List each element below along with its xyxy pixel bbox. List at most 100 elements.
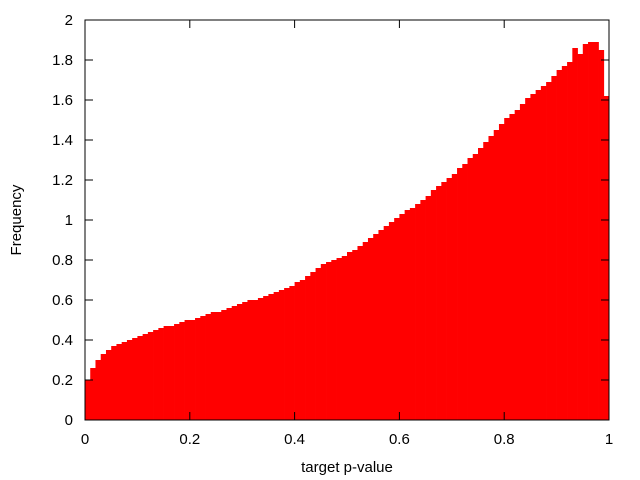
histogram-bar — [326, 262, 332, 420]
x-tick-label: 0.6 — [389, 431, 410, 448]
histogram-bar — [242, 302, 248, 420]
x-tick-label: 0 — [81, 431, 89, 448]
y-tick-label: 0.8 — [52, 252, 73, 269]
histogram-bar — [367, 238, 374, 420]
histogram-bar — [216, 312, 222, 420]
histogram-bar — [116, 344, 123, 420]
histogram-bar — [425, 196, 432, 420]
histogram-bar — [540, 86, 547, 420]
histogram-bar — [556, 70, 563, 420]
histogram-bar — [572, 48, 578, 420]
histogram-bar — [394, 218, 400, 420]
histogram-bar — [168, 326, 175, 420]
histogram-bar — [603, 96, 610, 420]
histogram-bar — [90, 368, 96, 420]
histogram-bar — [498, 124, 505, 420]
histogram-bar — [247, 300, 254, 420]
histogram-bar — [231, 306, 238, 420]
histogram-bar — [362, 242, 369, 420]
histogram-bar — [95, 360, 102, 420]
histogram-bar — [525, 98, 531, 420]
histogram-bar — [561, 66, 568, 420]
histogram-bar — [153, 330, 159, 420]
histogram-bar — [126, 340, 133, 420]
histogram-bar — [310, 272, 316, 420]
histogram-bar — [320, 264, 327, 420]
histogram-bar — [399, 214, 405, 420]
y-tick-label: 0 — [65, 412, 73, 429]
histogram-bar — [158, 328, 164, 420]
y-axis-title: Frequency — [8, 184, 25, 255]
histogram-bar — [299, 280, 306, 420]
histogram-bar — [200, 316, 206, 420]
histogram-bar — [546, 82, 552, 420]
x-axis-title: target p-value — [301, 459, 393, 476]
histogram-bar — [268, 294, 274, 420]
y-tick-label: 1 — [65, 212, 73, 229]
histogram-bar — [388, 222, 395, 420]
x-tick-label: 0.2 — [179, 431, 200, 448]
histogram-bar — [100, 354, 107, 420]
x-tick-label: 0.8 — [494, 431, 515, 448]
histogram-bar — [189, 320, 196, 420]
histogram-bar — [174, 324, 180, 420]
histogram-bar — [462, 164, 468, 420]
histogram-bar — [105, 350, 112, 420]
histogram-bar — [305, 276, 311, 420]
histogram-bar — [147, 332, 154, 420]
y-tick-label: 1.6 — [52, 92, 73, 109]
histogram-bar — [163, 326, 170, 420]
histogram-bar — [488, 136, 495, 420]
histogram-bar — [347, 252, 353, 420]
histogram-bar — [504, 118, 510, 420]
histogram-bar — [472, 154, 479, 420]
histogram-bar — [598, 50, 605, 420]
histogram-bar — [415, 204, 421, 420]
y-tick-label: 2 — [65, 12, 73, 29]
histogram-bar — [221, 310, 227, 420]
histogram-bar — [514, 110, 521, 420]
histogram-bar — [205, 314, 212, 420]
histogram-bar — [137, 336, 143, 420]
histogram-bar — [577, 54, 584, 420]
histogram-bar — [289, 286, 295, 420]
histogram-bar — [519, 104, 526, 420]
histogram-bar — [551, 76, 557, 420]
histogram-bar — [483, 142, 489, 420]
histogram-bar — [467, 158, 474, 420]
histogram-bar — [331, 260, 337, 420]
histogram-bar — [336, 258, 343, 420]
histogram-bar — [593, 42, 599, 420]
histogram-bar — [252, 300, 259, 420]
x-tick-labels: 0 0.2 0.4 0.6 0.8 1 — [81, 431, 613, 448]
histogram-bar — [436, 186, 442, 420]
histogram-bar — [85, 380, 91, 420]
histogram-bar — [184, 320, 191, 420]
histogram-bar — [341, 256, 348, 420]
y-tick-label: 1.8 — [52, 52, 73, 69]
histogram-bar — [457, 168, 463, 420]
histogram-bar — [257, 298, 264, 420]
histogram-bar — [226, 308, 233, 420]
histogram-bar — [567, 62, 573, 420]
axis-ticks — [84, 19, 610, 421]
y-tick-label: 0.4 — [52, 332, 73, 349]
histogram-bar — [509, 114, 516, 420]
histogram-bar — [493, 130, 500, 420]
histogram-bar — [582, 44, 589, 420]
histogram-bar — [404, 210, 411, 420]
y-tick-label: 0.6 — [52, 292, 73, 309]
histogram-bar — [273, 292, 280, 420]
y-tick-label: 1.4 — [52, 132, 73, 149]
histogram-bar — [409, 208, 416, 420]
histogram-bar — [142, 334, 149, 420]
histogram-bar — [132, 338, 138, 420]
y-tick-labels: 0 0.2 0.4 0.6 0.8 1 1.2 1.4 1.6 1.8 2 — [52, 12, 73, 429]
histogram-bar — [478, 148, 484, 420]
histogram-bar — [278, 290, 285, 420]
histogram-bar — [446, 178, 453, 420]
histogram-bar — [179, 322, 185, 420]
histogram-bar — [352, 250, 358, 420]
histogram-bar — [195, 318, 201, 420]
